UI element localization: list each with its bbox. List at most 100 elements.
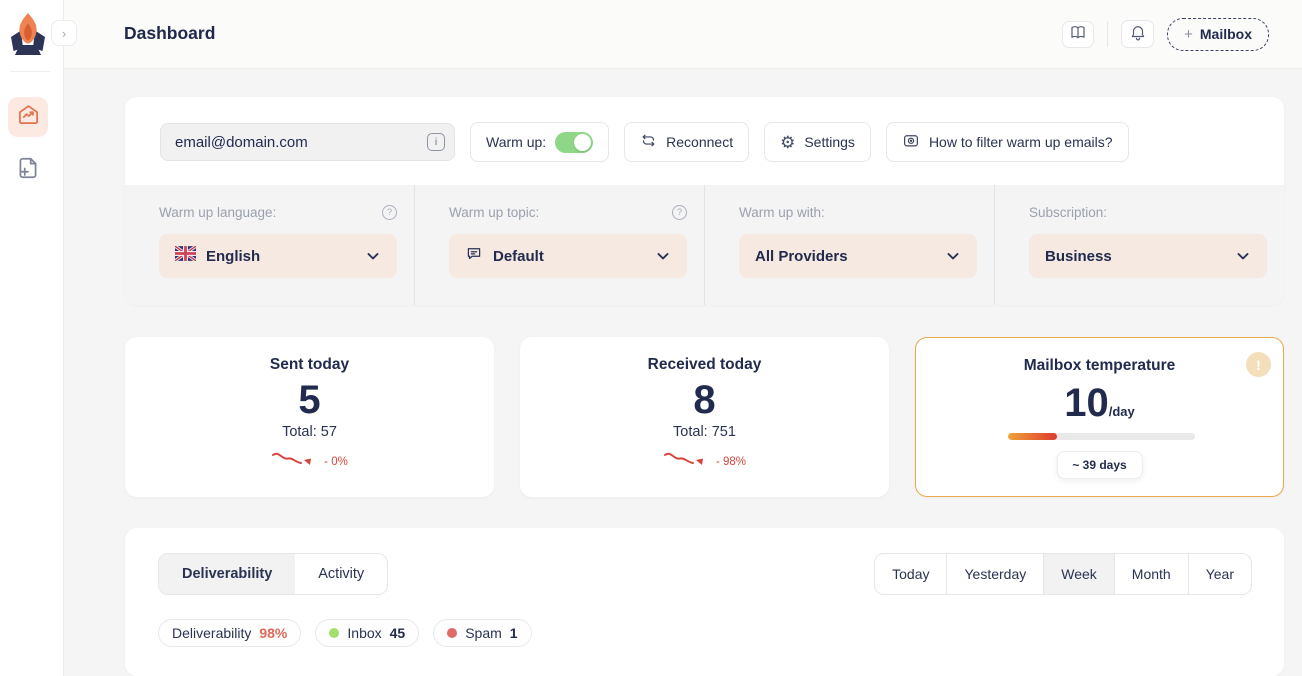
gear-icon: ⚙ [780, 132, 796, 152]
sent-today-card: Sent today 5 Total: 57 - 0% [125, 337, 494, 497]
legend-inbox-value: 45 [389, 625, 406, 641]
spam-dot-icon [447, 628, 458, 638]
reconnect-button[interactable]: Reconnect [624, 122, 750, 162]
legend-inbox-label: Inbox [347, 625, 382, 641]
mailbox-temperature-card: ! Mailbox temperature 10 /day ~ 39 days [915, 337, 1284, 497]
settings-label: Settings [804, 134, 855, 150]
chevron-down-icon [365, 248, 381, 264]
legend-spam-value: 1 [509, 625, 518, 641]
received-change: - 98% [715, 455, 747, 468]
legend-deliverability-label: Deliverability [172, 625, 252, 641]
howto-filter-button[interactable]: How to filter warm up emails? [885, 122, 1129, 162]
temperature-unit: /day [1108, 403, 1135, 419]
sent-title: Sent today [269, 356, 350, 373]
language-value: English [206, 247, 261, 265]
warning-info-icon[interactable]: ! [1246, 352, 1271, 377]
sidebar-item-dashboard[interactable] [8, 97, 48, 137]
header-divider [1107, 21, 1109, 47]
docs-button[interactable] [1062, 20, 1095, 48]
top-header: Dashboard + [64, 0, 1302, 69]
tab-deliverability[interactable]: Deliverability [159, 554, 296, 594]
tab-activity[interactable]: Activity [318, 566, 365, 582]
received-today-card: Received today 8 Total: 751 - 98% [520, 337, 889, 497]
legend-inbox[interactable]: Inbox 45 [315, 619, 420, 647]
add-mailbox-label: Mailbox [1199, 26, 1252, 42]
help-icon[interactable]: ? [672, 205, 687, 220]
sent-total: Total: 57 [282, 424, 337, 440]
warmup-toggle[interactable] [555, 131, 594, 153]
temperature-value: 10 [1064, 381, 1109, 425]
header-actions: + Mailbox [1062, 17, 1269, 51]
setting-providers: Warm up with: All Providers [704, 185, 994, 305]
setting-language: Warm up language: ? English [125, 185, 414, 305]
page-title: Dashboard [124, 23, 216, 43]
period-week[interactable]: Week [1043, 554, 1114, 594]
warmup-label: Warm up: [486, 134, 547, 150]
sidebar-divider [10, 71, 50, 72]
notifications-button[interactable] [1121, 20, 1155, 48]
temperature-progress-bar [1008, 433, 1195, 440]
howto-filter-label: How to filter warm up emails? [928, 134, 1113, 150]
chevron-right-icon: › [61, 25, 67, 41]
sidebar-collapse-button[interactable]: › [51, 20, 77, 46]
legend-deliverability-value: 98% [259, 625, 288, 641]
mailbox-card: i Warm up: Reconnect ⚙ [125, 97, 1284, 305]
inbox-dot-icon [329, 628, 340, 638]
chevron-down-icon [945, 248, 961, 264]
bell-icon [1129, 23, 1147, 46]
add-mailbox-button[interactable]: + Mailbox [1167, 17, 1269, 51]
subscription-label: Subscription: [1029, 205, 1108, 220]
home-trend-icon [17, 103, 40, 131]
received-title: Received today [647, 356, 762, 373]
providers-dropdown[interactable]: All Providers [739, 234, 977, 278]
plus-icon: + [1184, 25, 1193, 43]
uk-flag-icon [174, 244, 197, 266]
legend-row: Deliverability 98% Inbox 45 Spam 1 [158, 619, 532, 647]
period-today[interactable]: Today [892, 566, 930, 582]
subscription-value: Business [1045, 247, 1112, 265]
providers-value: All Providers [755, 247, 848, 265]
book-icon [1069, 23, 1087, 46]
sent-change: - 0% [324, 455, 348, 468]
period-month[interactable]: Month [1113, 554, 1188, 594]
setting-subscription: Subscription: Business [994, 185, 1284, 305]
chevron-down-icon [1235, 248, 1251, 264]
downtrend-sparkline-icon [663, 448, 711, 475]
warmup-settings-row: Warm up language: ? English [125, 185, 1284, 305]
email-field-wrap: i [160, 123, 455, 161]
received-total: Total: 751 [673, 424, 736, 440]
legend-deliverability[interactable]: Deliverability 98% [158, 619, 302, 647]
sidebar: › [0, 0, 77, 676]
subscription-dropdown[interactable]: Business [1029, 234, 1267, 278]
period-yesterday[interactable]: Yesterday [946, 554, 1043, 594]
downtrend-sparkline-icon [271, 448, 319, 475]
email-input[interactable] [160, 123, 455, 161]
received-value: 8 [693, 378, 716, 422]
reconnect-label: Reconnect [666, 134, 734, 150]
chevron-down-icon [655, 248, 671, 264]
setting-topic: Warm up topic: ? Default [414, 185, 704, 305]
providers-label: Warm up with: [739, 205, 825, 220]
topic-label: Warm up topic: [449, 205, 540, 220]
days-remaining-badge: ~ 39 days [1056, 451, 1143, 479]
period-year[interactable]: Year [1187, 554, 1251, 594]
help-icon[interactable]: ? [382, 205, 397, 220]
language-dropdown[interactable]: English [159, 234, 397, 278]
flame-logo [8, 12, 48, 56]
toggle-knob [574, 133, 592, 151]
info-icon[interactable]: i [427, 133, 445, 151]
file-plus-icon [15, 155, 41, 186]
language-label: Warm up language: [159, 205, 277, 220]
sidebar-item-add-report[interactable] [8, 150, 48, 190]
topic-dropdown[interactable]: Default [449, 234, 687, 278]
legend-spam[interactable]: Spam 1 [433, 619, 532, 647]
temperature-title: Mailbox temperature [1023, 357, 1176, 374]
temperature-progress-fill [1008, 433, 1057, 440]
reconnect-icon [640, 132, 657, 152]
sent-value: 5 [298, 378, 321, 422]
chart-tabs: Deliverability Activity [158, 553, 389, 595]
settings-button[interactable]: ⚙ Settings [764, 122, 871, 162]
chat-icon [465, 245, 483, 268]
warmup-toggle-box: Warm up: [470, 122, 610, 162]
